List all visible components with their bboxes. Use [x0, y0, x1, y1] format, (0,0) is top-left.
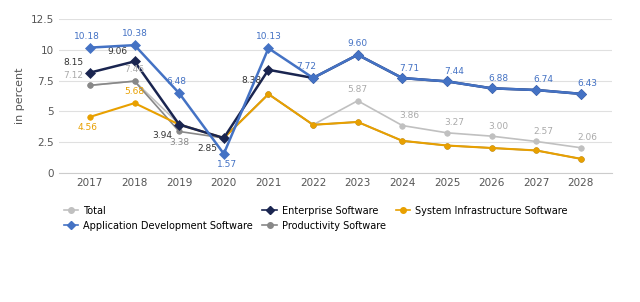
Total [175, 122, 183, 126]
Text: 6.43: 6.43 [578, 79, 598, 88]
Productivity Software [399, 139, 406, 143]
Application Development Software [354, 53, 362, 56]
Text: 8.15: 8.15 [63, 58, 83, 67]
Enterprise Software [264, 68, 272, 72]
Line: Productivity Software: Productivity Software [87, 79, 584, 162]
Application Development Software [399, 76, 406, 80]
Text: 7.12: 7.12 [63, 71, 83, 80]
System Infrastructure Software [399, 139, 406, 143]
Total [532, 140, 540, 143]
Text: 7.46: 7.46 [125, 65, 145, 74]
System Infrastructure Software [86, 115, 93, 119]
Total [399, 124, 406, 127]
Enterprise Software [399, 76, 406, 80]
Productivity Software [354, 120, 362, 124]
System Infrastructure Software [577, 157, 585, 161]
Total [577, 146, 585, 149]
Text: 7.71: 7.71 [399, 63, 419, 72]
Total [309, 123, 317, 127]
Text: 2.57: 2.57 [533, 127, 553, 136]
System Infrastructure Software [354, 120, 362, 124]
Total [354, 99, 362, 103]
Enterprise Software [532, 88, 540, 92]
System Infrastructure Software [532, 149, 540, 152]
Enterprise Software [354, 53, 362, 56]
Total [86, 84, 93, 87]
Productivity Software [220, 136, 228, 140]
Text: 10.13: 10.13 [255, 32, 282, 41]
Total [264, 92, 272, 96]
Text: 8.38: 8.38 [242, 76, 262, 85]
System Infrastructure Software [264, 92, 272, 96]
Productivity Software [309, 123, 317, 127]
Text: 7.44: 7.44 [444, 67, 464, 76]
Text: 3.00: 3.00 [488, 122, 509, 130]
Y-axis label: in percent: in percent [15, 68, 25, 124]
Text: 10.18: 10.18 [74, 32, 100, 41]
Text: 6.88: 6.88 [488, 74, 509, 83]
System Infrastructure Software [443, 144, 451, 147]
Application Development Software [443, 80, 451, 83]
Line: Total: Total [87, 79, 584, 150]
Text: 3.94: 3.94 [152, 131, 173, 140]
Enterprise Software [309, 76, 317, 80]
Enterprise Software [577, 92, 585, 96]
Text: 2.06: 2.06 [578, 133, 598, 142]
Application Development Software [86, 46, 93, 50]
Enterprise Software [443, 80, 451, 83]
Application Development Software [175, 92, 183, 95]
System Infrastructure Software [131, 101, 138, 105]
Text: 2.85: 2.85 [197, 144, 217, 153]
Productivity Software [577, 157, 585, 161]
Text: 6.48: 6.48 [166, 77, 186, 86]
Application Development Software [131, 43, 138, 47]
Total [131, 79, 138, 83]
Productivity Software [443, 144, 451, 147]
Text: 5.68: 5.68 [124, 87, 145, 96]
Total [443, 131, 451, 135]
Productivity Software [488, 146, 495, 150]
Line: Enterprise Software: Enterprise Software [86, 51, 584, 141]
Productivity Software [532, 149, 540, 152]
Text: 3.38: 3.38 [169, 138, 189, 147]
Text: 9.06: 9.06 [108, 47, 128, 56]
Productivity Software [175, 130, 183, 133]
Enterprise Software [175, 123, 183, 126]
System Infrastructure Software [175, 123, 183, 126]
Text: 6.74: 6.74 [533, 76, 553, 85]
Application Development Software [264, 47, 272, 50]
Text: 3.86: 3.86 [399, 111, 419, 120]
Application Development Software [309, 76, 317, 80]
Text: 1.57: 1.57 [216, 160, 237, 169]
Legend: Total, Application Development Software, Enterprise Software, Productivity Softw: Total, Application Development Software,… [63, 206, 568, 231]
Application Development Software [532, 88, 540, 92]
Total [488, 134, 495, 138]
System Infrastructure Software [488, 146, 495, 150]
Enterprise Software [131, 59, 138, 63]
Text: 7.72: 7.72 [296, 62, 316, 71]
Productivity Software [264, 92, 272, 96]
Enterprise Software [220, 136, 228, 140]
System Infrastructure Software [220, 136, 228, 140]
Application Development Software [220, 152, 228, 156]
Line: System Infrastructure Software: System Infrastructure Software [87, 91, 584, 162]
Text: 9.60: 9.60 [348, 39, 368, 48]
Total [220, 136, 228, 140]
Text: 5.87: 5.87 [348, 85, 368, 94]
System Infrastructure Software [309, 123, 317, 127]
Text: 4.56: 4.56 [77, 123, 97, 132]
Text: 3.27: 3.27 [444, 118, 464, 127]
Text: 10.38: 10.38 [122, 29, 147, 38]
Line: Application Development Software: Application Development Software [86, 42, 584, 157]
Enterprise Software [488, 86, 495, 90]
Productivity Software [131, 79, 138, 83]
Productivity Software [86, 84, 93, 87]
Application Development Software [488, 86, 495, 90]
Application Development Software [577, 92, 585, 96]
Enterprise Software [86, 71, 93, 75]
